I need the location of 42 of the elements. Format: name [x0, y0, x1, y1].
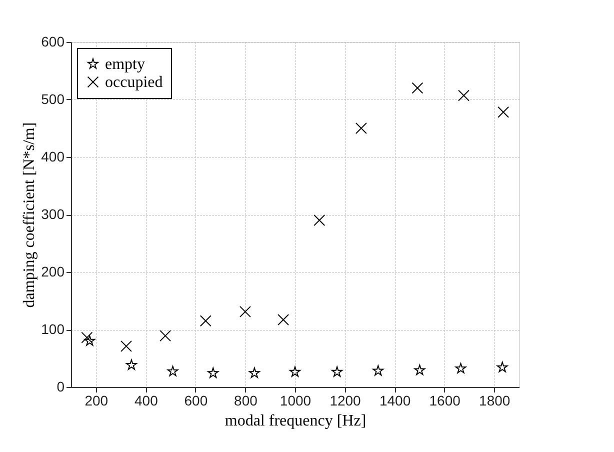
legend-label: occupied — [105, 74, 163, 91]
point — [332, 366, 343, 377]
legend-label: empty — [105, 56, 145, 73]
x-tick-label: 1600 — [429, 392, 461, 408]
point — [372, 365, 384, 376]
x-tick-label: 1000 — [280, 392, 312, 408]
point — [120, 340, 132, 352]
point — [126, 359, 137, 370]
x-tick-label: 1800 — [479, 392, 510, 408]
point — [455, 362, 466, 374]
x-tick-label: 600 — [184, 392, 208, 408]
y-tick-label: 500 — [41, 91, 65, 107]
point — [84, 335, 96, 346]
point — [496, 362, 508, 372]
y-axis-title: damping coefficient [N*s/m] — [21, 122, 38, 308]
point — [208, 367, 219, 378]
point — [167, 366, 178, 376]
point — [314, 214, 326, 226]
point — [278, 314, 290, 326]
x-tick-label: 800 — [234, 392, 258, 408]
point — [414, 364, 426, 376]
x-tick-label: 400 — [134, 392, 158, 408]
point — [248, 367, 260, 378]
y-tick-label: 100 — [41, 321, 65, 337]
x-tick-label: 200 — [84, 392, 108, 408]
y-tick-label: 0 — [56, 378, 65, 394]
point — [498, 106, 510, 118]
x-axis-title: modal frequency [Hz] — [224, 412, 366, 430]
point — [290, 366, 300, 377]
point — [355, 122, 367, 134]
point — [160, 330, 172, 342]
y-tick-label: 200 — [41, 264, 65, 280]
point — [458, 90, 470, 102]
y-tick-label: 600 — [41, 34, 65, 50]
point — [81, 332, 93, 344]
point — [239, 306, 251, 318]
point — [200, 315, 212, 327]
y-tick-label: 400 — [41, 148, 65, 164]
x-tick-label: 1400 — [379, 392, 411, 408]
x-tick-label: 1200 — [330, 392, 362, 408]
point — [412, 82, 424, 94]
y-tick-label: 300 — [41, 206, 65, 222]
